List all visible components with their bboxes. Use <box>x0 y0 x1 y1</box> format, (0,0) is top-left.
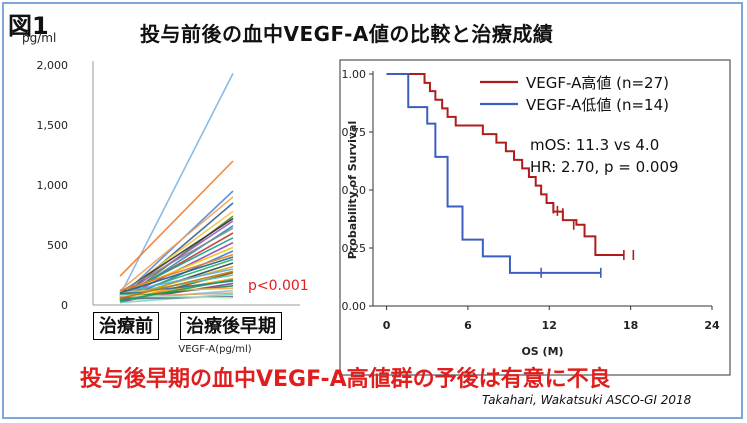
paired-line <box>119 253 234 292</box>
km-xtick-label: 24 <box>704 319 720 332</box>
left-x-axis-label: VEGF-A(pg/ml) <box>178 344 251 355</box>
unit-label: pg/ml <box>22 31 56 45</box>
km-panel-border <box>339 59 731 376</box>
km-curve-low <box>386 73 601 274</box>
legend-label-high: VEGF-A高値 (n=27) <box>526 74 669 92</box>
stat-mos: mOS: 11.3 vs 4.0 <box>530 136 659 154</box>
paired-line <box>119 196 234 292</box>
paired-line <box>119 256 234 294</box>
paired-line <box>119 294 234 299</box>
km-xtick-label: 0 <box>383 319 391 332</box>
left-ytick-label: 1,000 <box>37 179 69 192</box>
box-label-pre: 治療前 <box>93 312 159 340</box>
left-ytick-label: 0 <box>61 299 68 312</box>
legend-label-low: VEGF-A低値 (n=14) <box>526 96 669 114</box>
paired-line <box>119 202 234 300</box>
conclusion-text: 投与後早期の血中VEGF-A高値群の予後は有意に不良 <box>80 367 611 392</box>
paired-line <box>119 227 234 293</box>
km-ytick-label: 0.50 <box>342 184 367 197</box>
p-value-annotation: p<0.001 <box>248 278 309 294</box>
km-x-axis-label: OS (M) <box>521 345 563 358</box>
paired-line <box>119 73 234 296</box>
km-xtick-label: 18 <box>623 319 638 332</box>
citation: Takahari, Wakatsuki ASCO-GI 2018 <box>482 393 692 407</box>
km-xtick-label: 12 <box>542 319 557 332</box>
left-ytick-label: 500 <box>47 239 68 252</box>
km-y-axis-label: Probability of Survival <box>346 121 359 259</box>
left-ytick-label: 2,000 <box>37 59 69 72</box>
km-ytick-label: 0.25 <box>342 242 367 255</box>
paired-line <box>119 279 234 302</box>
km-ytick-label: 1.00 <box>342 68 367 81</box>
km-xtick-label: 6 <box>464 319 472 332</box>
figure-label: 図1 <box>8 12 49 40</box>
paired-line <box>119 270 234 300</box>
paired-line <box>119 268 234 294</box>
stat-hr: HR: 2.70, p = 0.009 <box>530 158 679 176</box>
left-ytick-label: 1,500 <box>37 119 69 132</box>
box-label-post: 治療後早期 <box>180 312 282 340</box>
km-ytick-label: 0.75 <box>342 126 367 139</box>
figure-title: 投与前後の血中VEGF-A値の比較と治療成績 <box>140 22 554 46</box>
km-ytick-label: 0.00 <box>342 300 367 313</box>
paired-line <box>119 160 234 277</box>
